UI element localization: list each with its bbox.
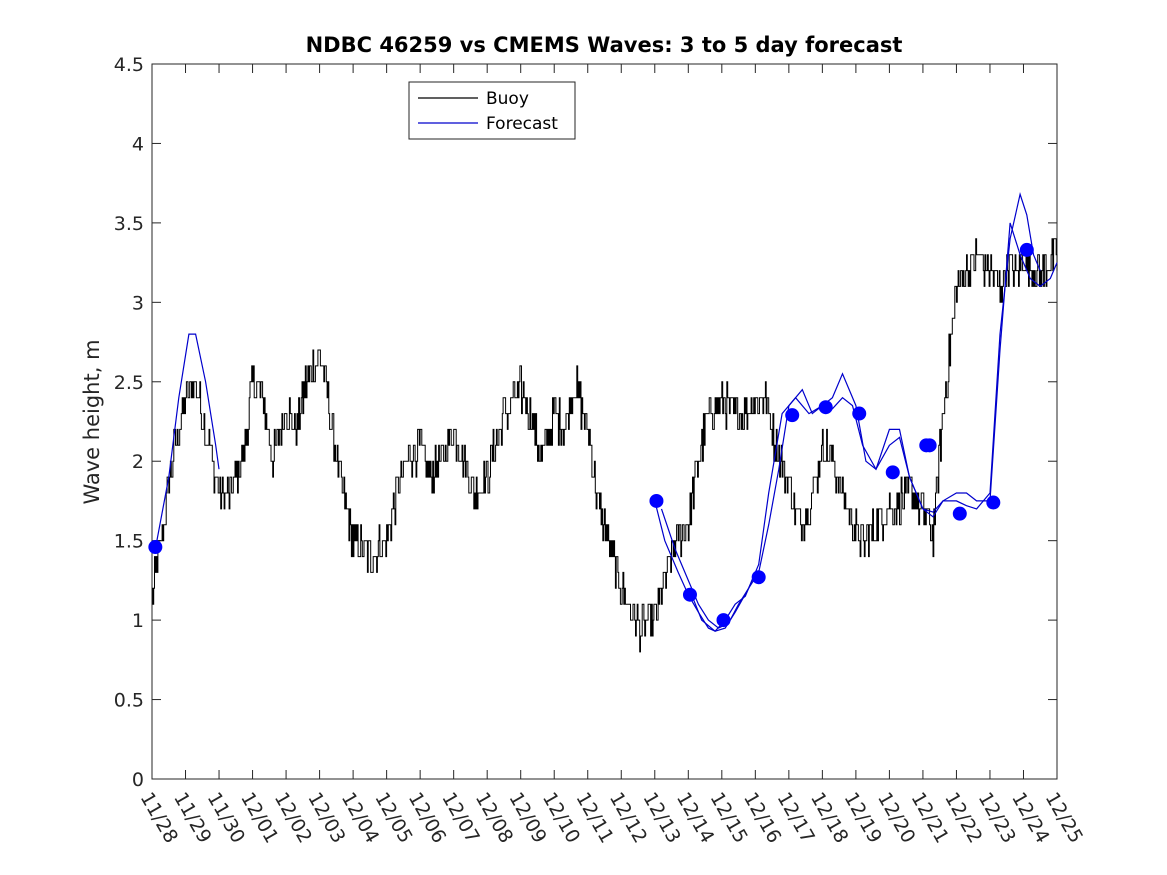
forecast-series-line-4 [691,192,1041,632]
forecast-marker [716,613,731,628]
y-tick-label: 3.5 [114,213,144,235]
y-tick-label: 1 [132,610,144,632]
forecast-marker [751,570,766,585]
forecast-marker [922,438,937,453]
y-tick-label: 1.5 [114,531,144,553]
forecast-marker [885,465,900,480]
forecast-marker [785,408,800,423]
buoy-series-line [152,238,1058,653]
plot-area: 00.511.522.533.544.511/2811/2911/3012/01… [114,54,1087,847]
forecast-marker [682,587,697,602]
legend-box [408,81,576,140]
y-tick-label: 0 [132,769,144,791]
y-tick-label: 4 [132,133,144,155]
legend: Buoy Forecast [408,81,576,140]
legend-label-buoy: Buoy [486,89,529,109]
forecast-marker [1019,242,1034,257]
forecast-marker [148,540,163,555]
y-tick-label: 3 [132,292,144,314]
chart-title: NDBC 46259 vs CMEMS Waves: 3 to 5 day fo… [306,33,903,57]
forecast-series-line-2 [654,500,756,632]
forecast-marker [649,493,664,508]
forecast-marker [986,495,1001,510]
forecast-series-line-1 [154,333,220,549]
forecast-marker [852,406,867,421]
axes-box [151,63,1058,780]
y-axis-label: Wave height, m [80,339,104,504]
forecast-marker [952,506,967,521]
y-tick-label: 2.5 [114,372,144,394]
y-tick-label: 2 [132,451,144,473]
legend-label-forecast: Forecast [486,114,558,134]
forecast-marker [818,400,833,415]
y-tick-label: 4.5 [114,54,144,76]
y-tick-label: 0.5 [114,690,144,712]
